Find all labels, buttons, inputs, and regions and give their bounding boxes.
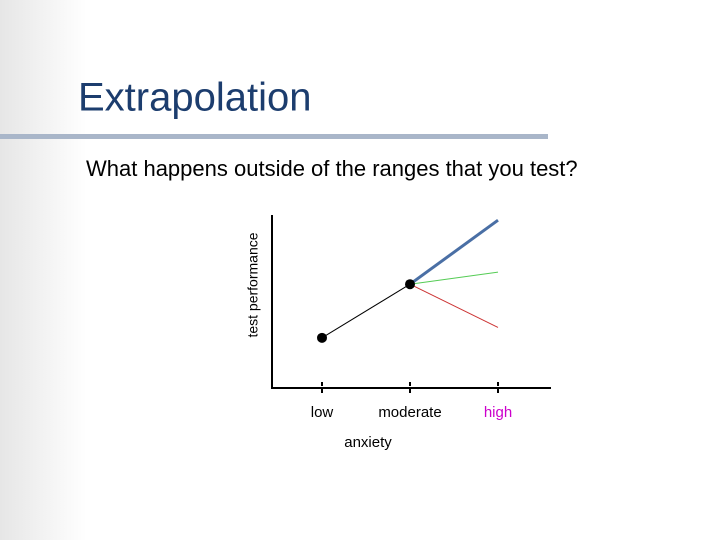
data-point [317, 332, 327, 343]
slide-subtitle: What happens outside of the ranges that … [86, 156, 578, 181]
x-tick-label: moderate [378, 404, 441, 421]
series-line [321, 283, 411, 339]
series-line [409, 218, 499, 286]
title-rule [0, 134, 548, 139]
y-axis-label: test performance [245, 232, 261, 337]
x-tick-label: low [311, 404, 334, 421]
data-point [405, 279, 415, 290]
series-line [409, 271, 499, 285]
series-line [409, 283, 499, 328]
slide-title: Extrapolation [78, 76, 311, 120]
x-tick-label: high [484, 404, 512, 421]
x-axis-label: anxiety [344, 434, 392, 451]
